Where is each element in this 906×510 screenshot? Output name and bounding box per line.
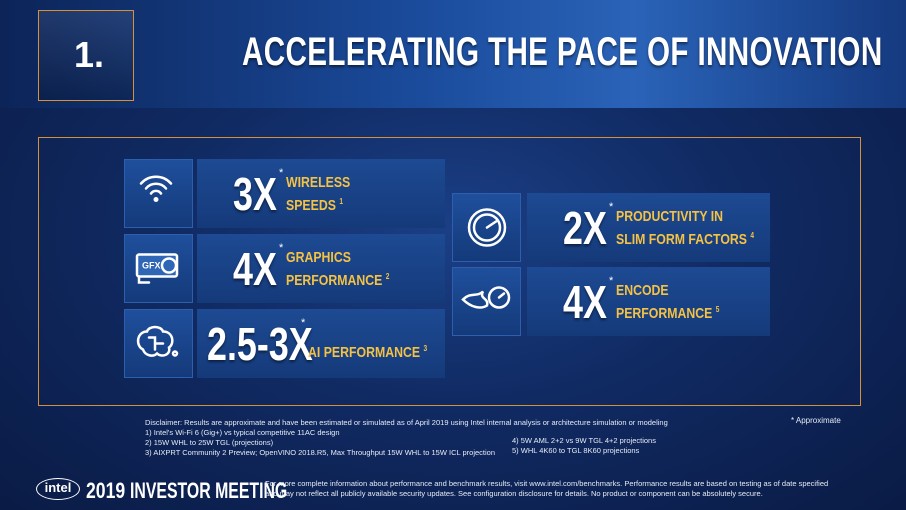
footer-line: and may not reflect all publicly availab… xyxy=(265,489,763,498)
label-line: PRODUCTIVITY IN xyxy=(616,208,724,225)
disclaimer-line: Disclaimer: Results are approximate and … xyxy=(145,418,668,427)
disclaimer: Disclaimer: Results are approximate and … xyxy=(145,418,668,458)
label-line: SPEEDS 1 xyxy=(286,197,343,214)
label-line: AI PERFORMANCE 3 xyxy=(308,344,428,361)
icon-graphic xyxy=(461,286,511,309)
label-line: WIRELESS xyxy=(286,174,351,191)
card-icon: GFX xyxy=(124,234,193,303)
disclaimer-line: 2) 15W WHL to 25W TGL (projections) xyxy=(145,438,274,447)
stat-star: * xyxy=(609,201,614,213)
section-box xyxy=(38,10,134,101)
card-panel: 2X * PRODUCTIVITY IN SLIM FORM FACTORS 4 xyxy=(527,193,770,262)
card-icon xyxy=(124,159,193,228)
stat-value: 4X xyxy=(563,276,607,328)
stat-star: * xyxy=(279,242,284,254)
card-panel: 3X * WIRELESS SPEEDS 1 xyxy=(197,159,445,228)
footnote-ref: 1 xyxy=(339,197,343,206)
stat-label: WIRELESS SPEEDS 1 xyxy=(286,173,350,215)
label-line: ENCODE xyxy=(616,282,669,299)
stat-value: 3X xyxy=(233,168,277,220)
stat-star: * xyxy=(609,275,614,287)
approximate-note: * Approximate xyxy=(791,416,841,425)
header-bar xyxy=(0,0,906,108)
stat-star: * xyxy=(279,167,284,179)
icon-graphic xyxy=(136,325,179,357)
icon-graphic xyxy=(467,208,507,247)
disclaimer-line: 3) AIXPRT Community 2 Preview; OpenVINO … xyxy=(145,448,496,457)
card-icon xyxy=(452,267,521,336)
icon-label: GFX xyxy=(142,261,161,271)
footnote-ref: 5 xyxy=(715,305,720,314)
content-frame xyxy=(38,137,861,406)
stat-label: PRODUCTIVITY IN SLIM FORM FACTORS 4 xyxy=(616,207,754,249)
stat-value: 2.5-3X xyxy=(207,318,313,370)
card-icon xyxy=(124,309,193,378)
footer-text: For more complete information about perf… xyxy=(265,479,828,499)
icon-graphic xyxy=(139,175,173,202)
footnote-ref: 3 xyxy=(423,344,428,353)
section-number: 1. xyxy=(74,34,105,75)
stat-label: GRAPHICS PERFORMANCE 2 xyxy=(286,248,389,290)
card-panel: 4X * ENCODE PERFORMANCE 5 xyxy=(527,267,770,336)
footer-line: For more complete information about perf… xyxy=(265,479,829,488)
stat-label: ENCODE PERFORMANCE 5 xyxy=(616,281,719,323)
card-panel: 4X * GRAPHICS PERFORMANCE 2 xyxy=(197,234,445,303)
disclaimer-line: 4) 5W AML 2+2 vs 9W TGL 4+2 projections xyxy=(512,436,656,445)
footnote-ref: 4 xyxy=(750,231,755,240)
intel-logo: intel xyxy=(36,478,80,500)
disclaimer-line: 1) Intel's Wi-Fi 6 (Gig+) vs typical com… xyxy=(145,428,340,437)
event-name: INVESTOR MEETING xyxy=(130,478,288,503)
footnote-ref: 2 xyxy=(385,272,390,281)
card-icon xyxy=(452,193,521,262)
card-panel: 2.5-3X * AI PERFORMANCE 3 xyxy=(197,309,445,378)
label-line: SLIM FORM FACTORS 4 xyxy=(616,231,755,248)
disclaimer-right: 4) 5W AML 2+2 vs 9W TGL 4+2 projections 5… xyxy=(512,436,656,456)
label-line: PERFORMANCE 5 xyxy=(616,305,720,322)
label-line: PERFORMANCE 2 xyxy=(286,272,390,289)
label-line: GRAPHICS xyxy=(286,249,351,266)
stat-label: AI PERFORMANCE 3 xyxy=(308,339,427,362)
event-year: 2019 xyxy=(86,478,126,503)
icon-graphic: GFX xyxy=(135,253,179,284)
slide-title: ACCELERATING THE PACE OF INNOVATION xyxy=(242,30,883,74)
stat-star: * xyxy=(301,317,306,329)
disclaimer-line: 5) WHL 4K60 to TGL 8K60 projections xyxy=(512,446,640,455)
stat-value: 4X xyxy=(233,243,277,295)
stat-value: 2X xyxy=(563,202,607,254)
